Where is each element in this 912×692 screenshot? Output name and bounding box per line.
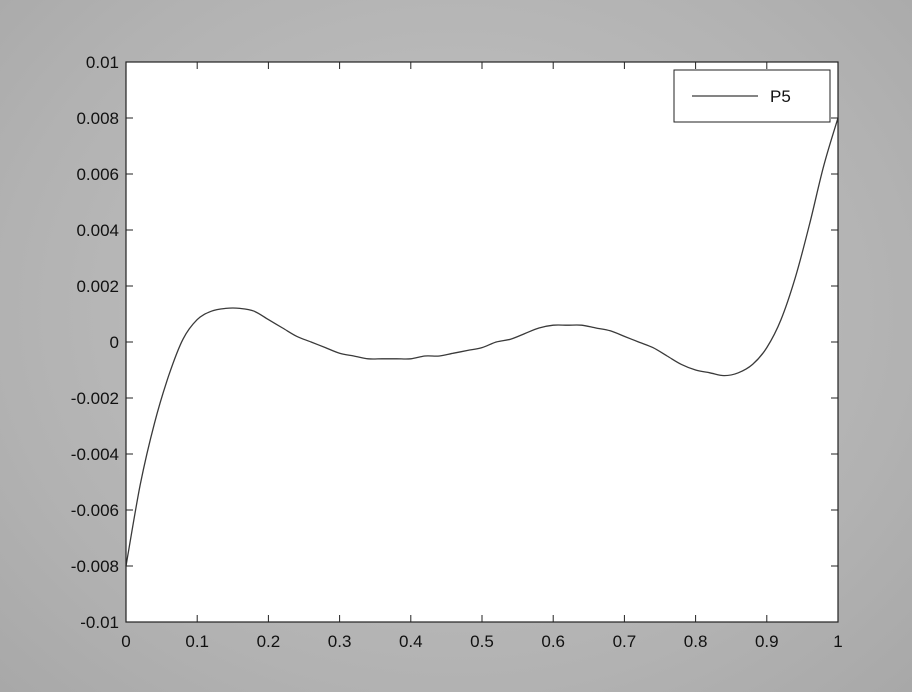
y-tick-label: -0.01 bbox=[80, 613, 119, 632]
series-group bbox=[125, 117, 839, 567]
y-tick-label: -0.004 bbox=[71, 445, 119, 464]
y-tick-labels: 0.01 0.008 0.006 0.004 0.002 0 -0.002 -0.004 -0.… bbox=[71, 53, 119, 632]
x-tick-label: 1 bbox=[833, 632, 842, 651]
x-tick-label: 0.2 bbox=[257, 632, 281, 651]
y-tick-label: 0.006 bbox=[76, 165, 119, 184]
plot-frame bbox=[125, 61, 839, 623]
y-tick-label: 0.002 bbox=[76, 277, 119, 296]
x-tick-label: 0.4 bbox=[399, 632, 423, 651]
y-tick-label: 0.008 bbox=[76, 109, 119, 128]
legend: P5 bbox=[673, 69, 831, 123]
y-tick-label: 0 bbox=[110, 333, 119, 352]
y-tick-label: -0.006 bbox=[71, 501, 119, 520]
y-tick-label: -0.002 bbox=[71, 389, 119, 408]
x-tick-label: 0.3 bbox=[328, 632, 352, 651]
x-tick-label: 0.6 bbox=[541, 632, 565, 651]
x-tick-label: 0.1 bbox=[185, 632, 209, 651]
x-tick-label: 0.9 bbox=[755, 632, 779, 651]
series-line-p5 bbox=[125, 117, 839, 567]
y-tick-label: 0.01 bbox=[86, 53, 119, 72]
y-tick-label: -0.008 bbox=[71, 557, 119, 576]
x-tick-label: 0 bbox=[121, 632, 130, 651]
x-tick-labels: 0 0.1 0.2 0.3 0.4 0.5 0.6 0.7 0.8 0.9 1 bbox=[121, 632, 842, 651]
x-tick-label: 0.5 bbox=[470, 632, 494, 651]
x-tick-label: 0.7 bbox=[613, 632, 637, 651]
plot-area bbox=[126, 62, 838, 622]
x-tick-label: 0.8 bbox=[684, 632, 708, 651]
legend-label: P5 bbox=[770, 87, 791, 106]
y-tick-label: 0.004 bbox=[76, 221, 119, 240]
